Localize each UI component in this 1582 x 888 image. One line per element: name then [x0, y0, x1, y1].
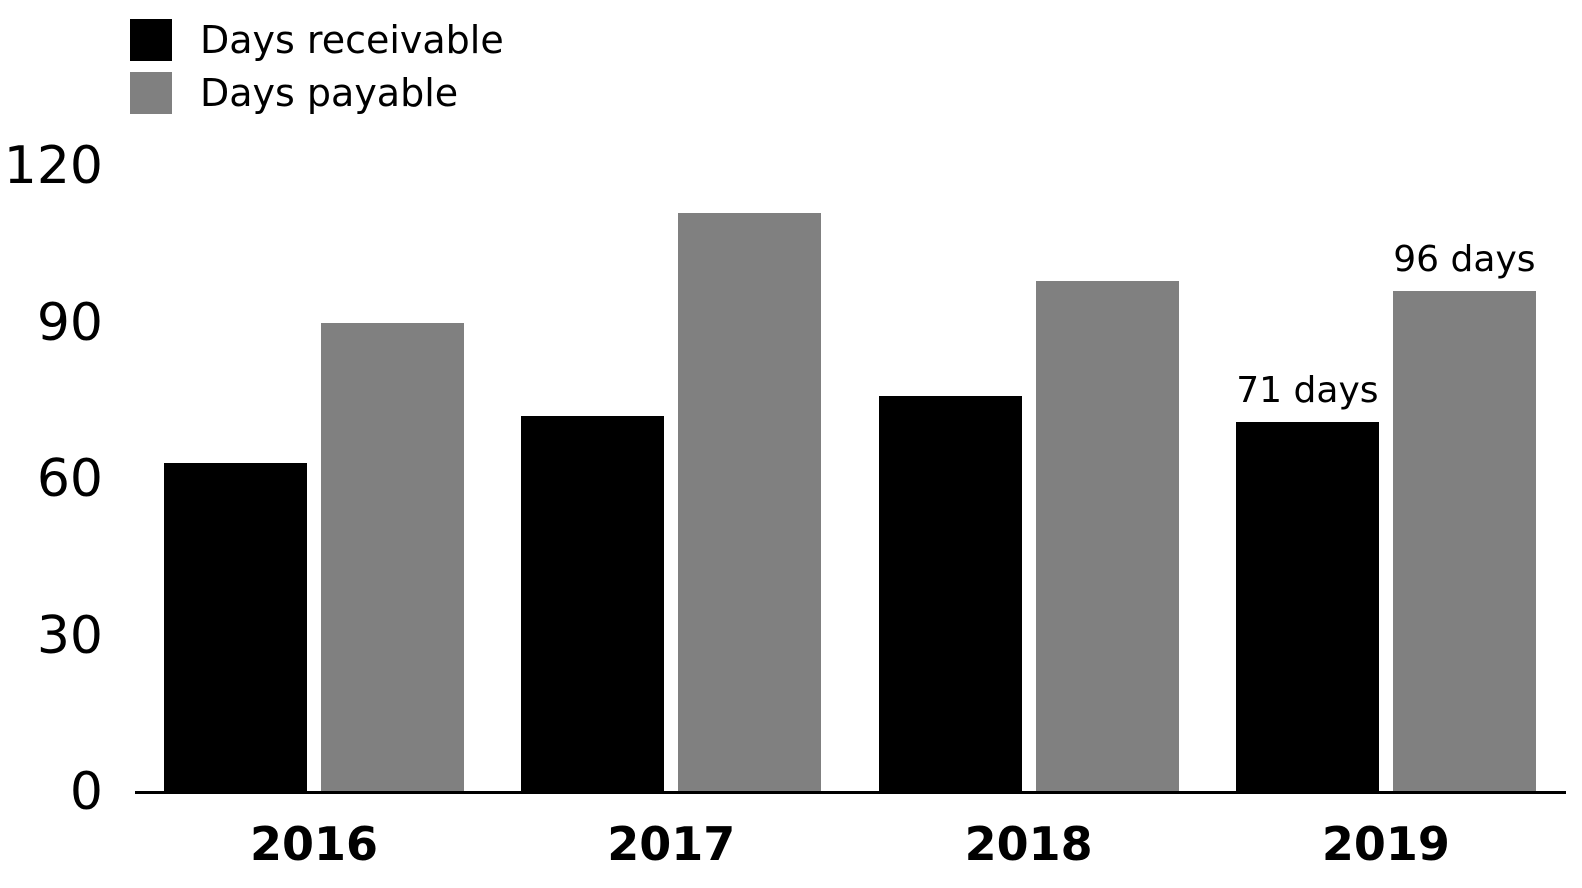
bar: [1035, 280, 1179, 792]
x-tick-label: 2018: [964, 817, 1093, 871]
y-tick-label: 60: [36, 449, 103, 509]
chart-legend: Days receivable Days payable: [130, 18, 504, 124]
x-tick-label: 2019: [1321, 817, 1450, 871]
legend-swatch: [130, 19, 172, 61]
legend-label: Days payable: [200, 71, 459, 115]
bar: [521, 416, 665, 792]
legend-swatch: [130, 72, 172, 114]
bar: [878, 395, 1022, 792]
y-tick-label: 0: [69, 762, 103, 822]
legend-item: Days payable: [130, 71, 504, 115]
y-tick-label: 30: [36, 605, 103, 666]
bar: [1392, 291, 1536, 792]
x-tick-label: 2016: [249, 817, 379, 871]
legend-label: Days receivable: [200, 18, 504, 62]
bar: [1235, 421, 1379, 792]
x-axis-line: [135, 791, 1566, 794]
bar-value-label: 96 days: [1393, 239, 1536, 281]
bar: [321, 322, 464, 792]
y-tick-label: 90: [36, 292, 103, 353]
bar: [678, 212, 822, 792]
bar: [164, 463, 307, 792]
y-tick-label: 120: [3, 136, 103, 196]
bar-value-label: 71 days: [1236, 369, 1379, 411]
legend-item: Days receivable: [130, 18, 504, 62]
x-tick-label: 2017: [607, 817, 736, 871]
